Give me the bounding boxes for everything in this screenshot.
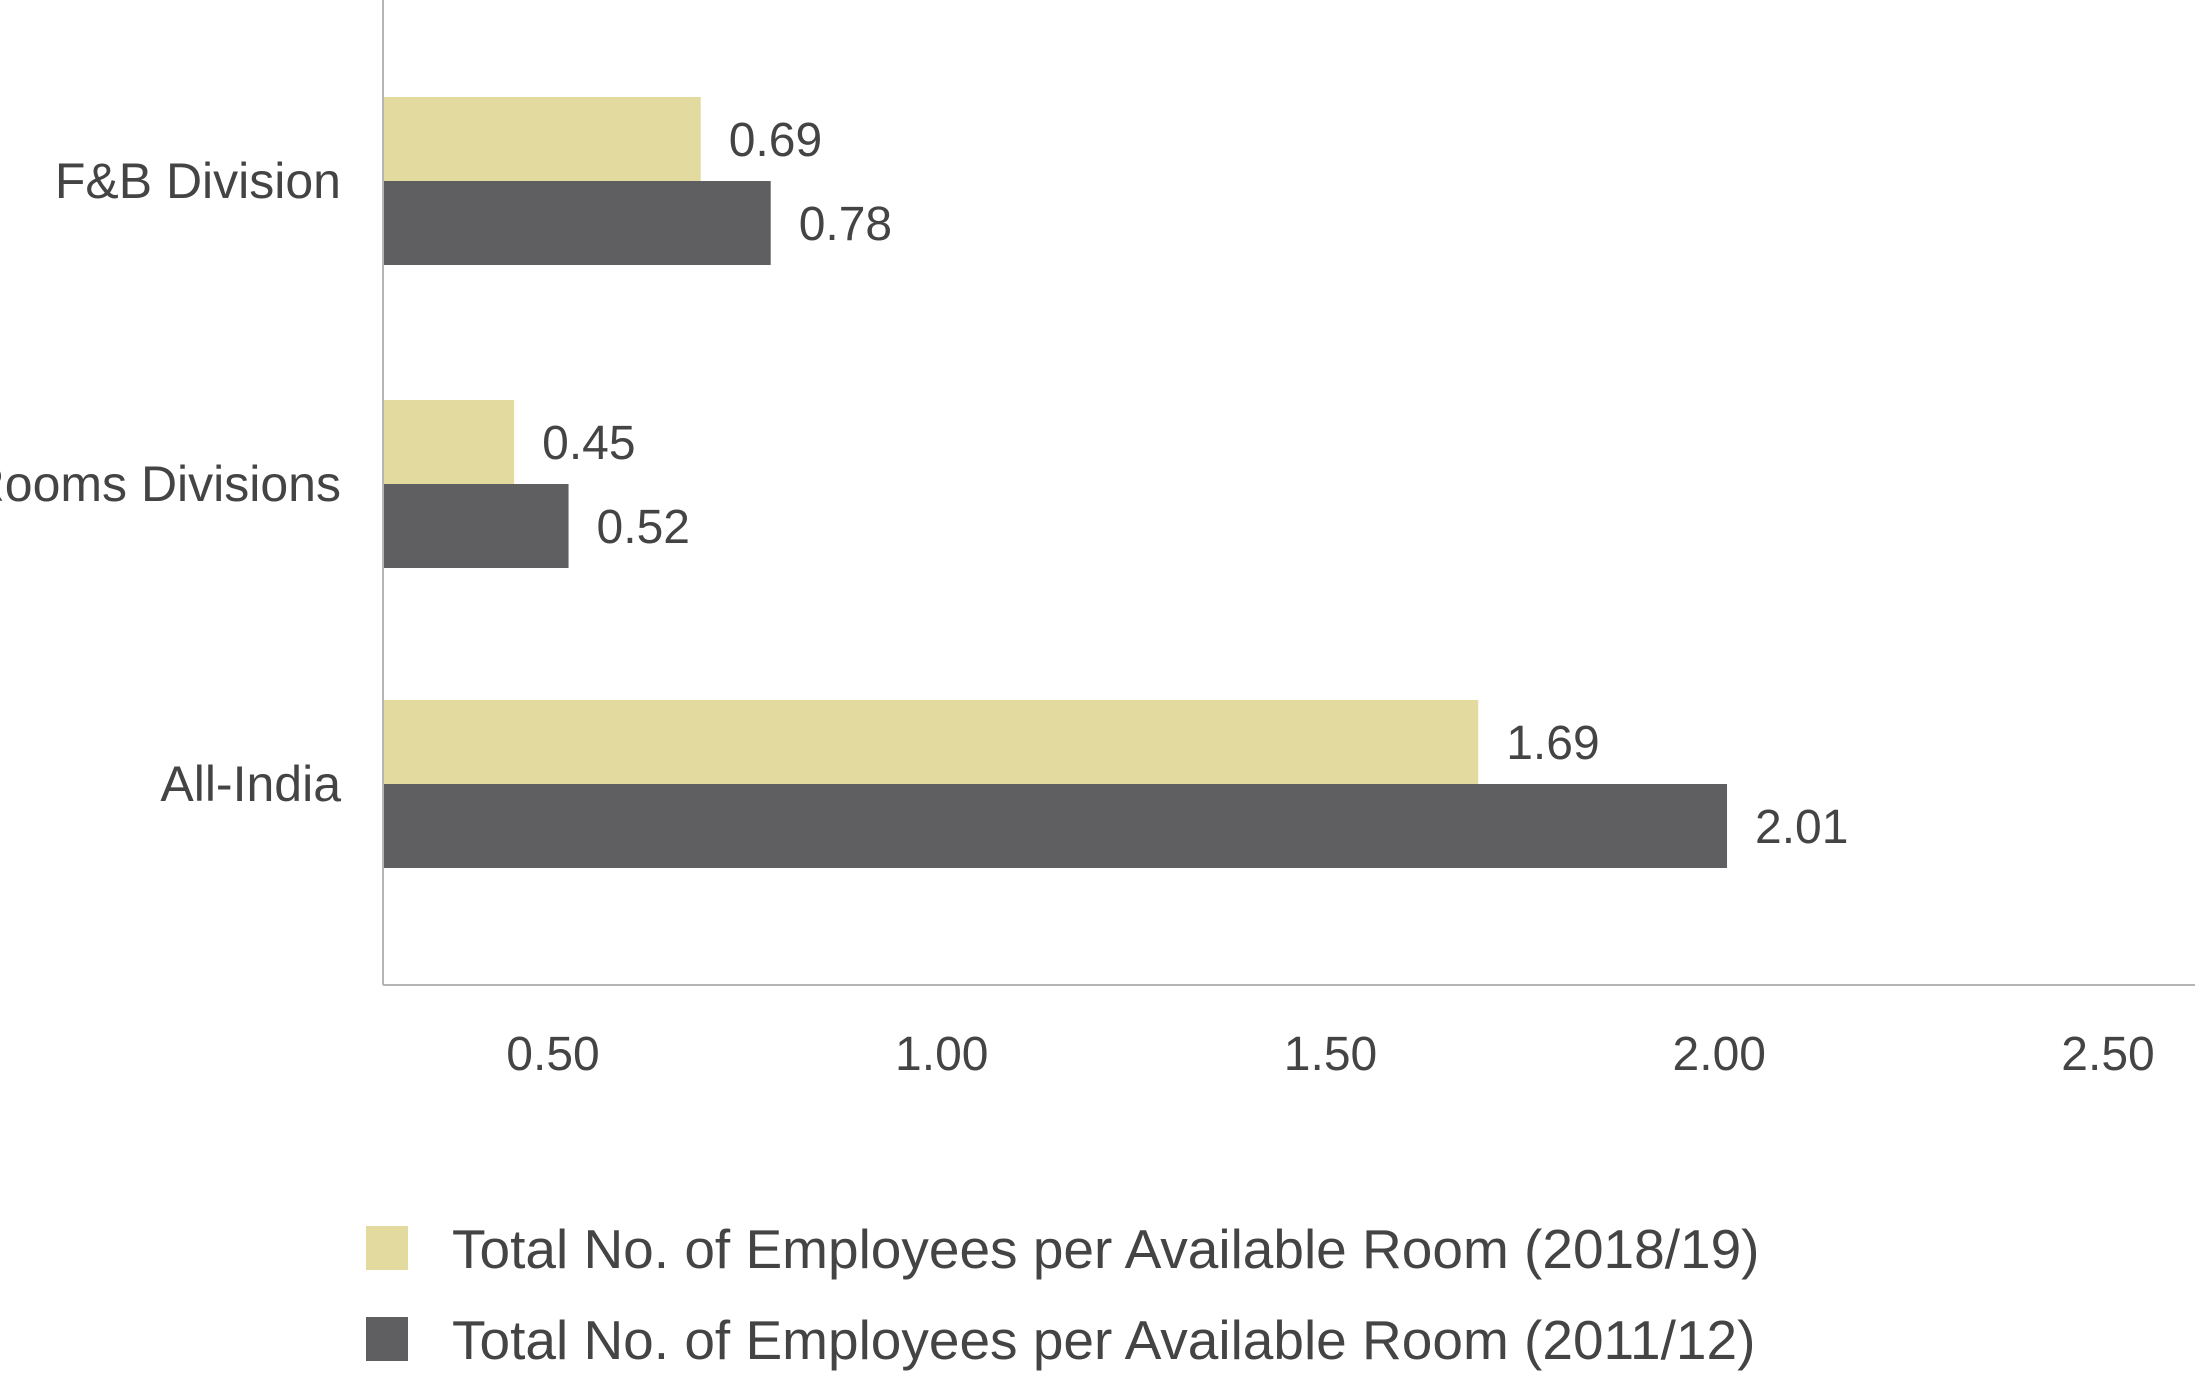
bar-rooms-divisions-series-2	[383, 484, 569, 568]
bar-rooms-divisions-series-1	[383, 400, 515, 484]
x-tick-label-1: 1.00	[895, 1028, 988, 1081]
value-label-rooms-divisions-series-2: 0.52	[597, 501, 690, 554]
bar-all-india-series-2	[383, 784, 1728, 868]
value-label-fandb-division-series-1: 0.69	[729, 114, 822, 167]
bar-fandb-division-series-2	[383, 181, 771, 265]
x-tick-label-0: 0.50	[506, 1028, 599, 1081]
category-label-rooms-divisions: Rooms Divisions	[0, 456, 341, 512]
category-label-all-india: All-India	[160, 756, 341, 812]
bar-all-india-series-1	[383, 700, 1479, 784]
x-tick-label-4: 2.50	[2061, 1028, 2154, 1081]
labels-layer: 0.69 0.78 F&B Division 0.45 0.52 Rooms Divisi…	[0, 114, 1848, 854]
legend-swatch-series-1	[366, 1226, 408, 1270]
x-tick-label-2: 1.50	[1284, 1028, 1377, 1081]
axes-layer: 0.50 1.00 1.50 2.00 2.50	[382, 0, 2195, 1081]
value-label-fandb-division-series-2: 0.78	[799, 198, 892, 251]
bar-fandb-division-series-1	[383, 97, 701, 181]
value-label-all-india-series-2: 2.01	[1755, 801, 1848, 854]
legend-label-series-1: Total No. of Employees per Available Roo…	[452, 1218, 1760, 1280]
category-label-fandb-division: F&B Division	[55, 153, 341, 209]
value-label-all-india-series-1: 1.69	[1506, 717, 1599, 770]
legend-label-series-2: Total No. of Employees per Available Roo…	[452, 1309, 1755, 1371]
value-label-rooms-divisions-series-1: 0.45	[542, 417, 635, 470]
x-tick-label-3: 2.00	[1673, 1028, 1766, 1081]
bars-layer	[383, 97, 1728, 868]
chart-legend: Total No. of Employees per Available Roo…	[366, 1218, 1760, 1371]
legend-swatch-series-2	[366, 1317, 408, 1361]
